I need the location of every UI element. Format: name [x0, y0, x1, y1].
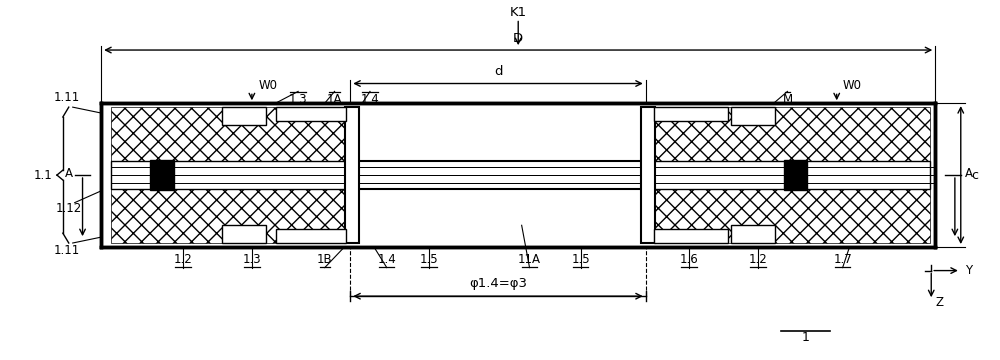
- Bar: [111, 161, 350, 189]
- Text: 1.3: 1.3: [289, 93, 307, 106]
- Text: K1: K1: [510, 6, 527, 19]
- Text: W0: W0: [843, 79, 862, 92]
- Text: 1.1: 1.1: [34, 168, 53, 181]
- Text: 1.11: 1.11: [54, 244, 80, 257]
- Text: c: c: [971, 168, 978, 181]
- Bar: [276, 107, 346, 121]
- Text: 1.12: 1.12: [56, 202, 82, 215]
- Text: 1.2: 1.2: [749, 253, 767, 266]
- Bar: [731, 107, 775, 125]
- Bar: [222, 225, 266, 243]
- Text: 1.5: 1.5: [571, 253, 590, 266]
- Bar: [650, 107, 930, 243]
- Text: 1.11: 1.11: [54, 91, 80, 104]
- Text: A: A: [65, 167, 73, 180]
- Text: 1B: 1B: [317, 253, 333, 266]
- Text: Y: Y: [965, 264, 972, 277]
- Bar: [352, 161, 644, 189]
- Bar: [222, 107, 266, 125]
- Text: W0: W0: [258, 79, 277, 92]
- Bar: [654, 107, 728, 121]
- Bar: [111, 107, 350, 243]
- Bar: [654, 229, 728, 243]
- Text: 1.2: 1.2: [174, 253, 192, 266]
- Bar: [641, 107, 655, 243]
- Text: 1.7: 1.7: [833, 253, 852, 266]
- Text: Z: Z: [935, 296, 943, 309]
- Bar: [150, 160, 174, 190]
- Text: d: d: [494, 65, 502, 78]
- Bar: [650, 161, 930, 189]
- Text: D: D: [513, 32, 523, 45]
- Bar: [276, 229, 346, 243]
- Text: φ1.4=φ3: φ1.4=φ3: [469, 277, 527, 290]
- Text: 1.5: 1.5: [420, 253, 438, 266]
- Text: 1.6: 1.6: [680, 253, 698, 266]
- Text: A: A: [965, 167, 973, 180]
- Bar: [731, 225, 775, 243]
- Text: 1.3: 1.3: [243, 253, 261, 266]
- Text: M: M: [782, 93, 793, 106]
- Text: 1: 1: [801, 331, 809, 344]
- Text: 1.4: 1.4: [377, 253, 396, 266]
- Text: 1A: 1A: [327, 93, 342, 106]
- Text: 11A: 11A: [518, 253, 541, 266]
- Bar: [345, 107, 359, 243]
- Bar: [784, 160, 807, 190]
- Text: 1.4: 1.4: [361, 93, 379, 106]
